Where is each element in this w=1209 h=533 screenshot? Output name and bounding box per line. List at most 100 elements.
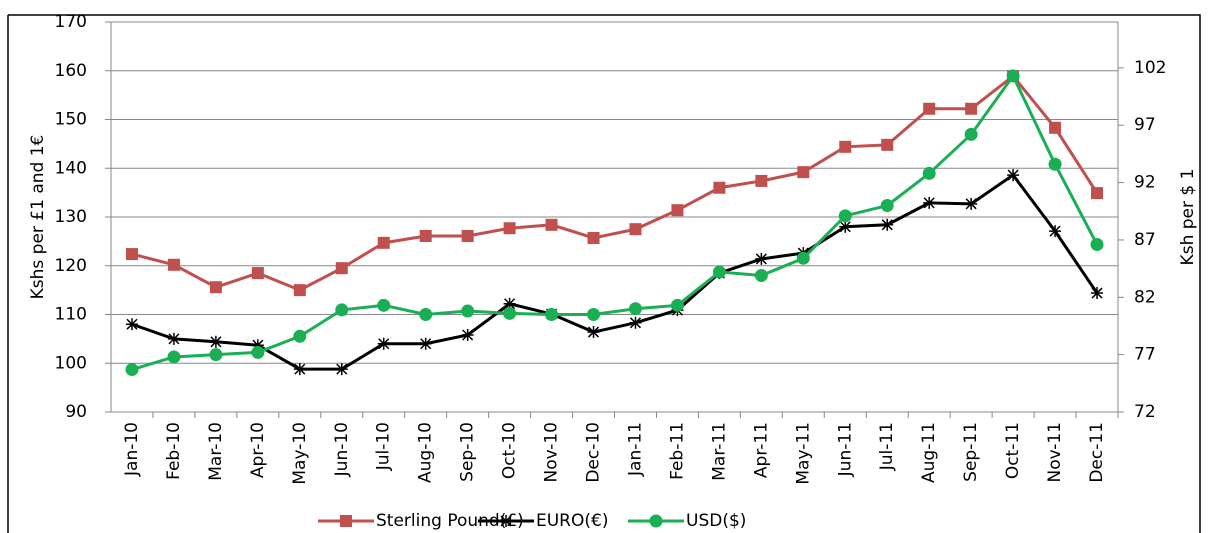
y2-tick-label: 77 xyxy=(1134,345,1156,365)
marker xyxy=(670,298,684,312)
marker xyxy=(796,251,810,265)
marker xyxy=(712,265,726,279)
marker xyxy=(293,363,306,376)
x-tick-label: Dec-10 xyxy=(584,422,604,483)
marker xyxy=(503,222,516,235)
marker xyxy=(167,258,180,271)
series-line xyxy=(131,72,1099,371)
series-line xyxy=(131,74,1099,292)
marker xyxy=(587,326,600,339)
marker xyxy=(125,318,138,331)
marker xyxy=(881,138,894,151)
marker xyxy=(251,267,264,280)
x-tick-label: May-10 xyxy=(290,422,310,485)
x-tick-label: Oct-11 xyxy=(1003,422,1023,479)
marker xyxy=(964,127,978,141)
marker xyxy=(125,248,138,261)
y-tick-label: 120 xyxy=(55,256,87,276)
marker xyxy=(1090,238,1104,252)
x-tick-label: Sep-10 xyxy=(458,422,478,482)
y-tick-label: 130 xyxy=(55,207,87,227)
marker xyxy=(167,332,180,345)
marker xyxy=(335,262,348,275)
x-tick-label: Jun-11 xyxy=(835,422,855,477)
y-tick-label: 100 xyxy=(55,353,87,373)
y2-axis-label: Ksh per $ 1 xyxy=(1178,169,1198,266)
x-tick-label: Nov-11 xyxy=(1045,422,1065,483)
y2-tick-label: 97 xyxy=(1134,115,1156,135)
marker xyxy=(671,204,684,217)
marker xyxy=(545,308,559,321)
legend-marker xyxy=(340,515,352,527)
marker xyxy=(293,284,306,297)
marker xyxy=(965,102,978,115)
x-tick-label: Aug-11 xyxy=(919,422,939,483)
marker xyxy=(461,304,475,318)
marker xyxy=(209,335,222,348)
marker xyxy=(839,220,852,233)
y-tick-label: 140 xyxy=(55,158,87,178)
x-tick-label: Apr-10 xyxy=(248,422,268,478)
marker xyxy=(377,298,391,312)
marker xyxy=(965,197,978,210)
marker xyxy=(839,140,852,153)
marker xyxy=(1091,287,1104,300)
x-tick-label: Jul-10 xyxy=(374,422,394,471)
marker xyxy=(754,269,768,282)
x-tick-label: May-11 xyxy=(793,422,813,485)
x-tick-label: Nov-10 xyxy=(542,422,562,483)
marker xyxy=(922,166,936,180)
marker xyxy=(377,236,390,249)
marker xyxy=(838,209,852,223)
marker xyxy=(419,337,432,350)
marker xyxy=(1006,69,1020,83)
marker xyxy=(1091,187,1104,200)
marker xyxy=(1048,157,1062,171)
marker xyxy=(755,174,768,187)
chart-border xyxy=(7,14,1201,533)
y2-tick-label: 72 xyxy=(1134,402,1156,422)
marker xyxy=(377,337,390,350)
marker xyxy=(880,199,894,213)
marker xyxy=(125,363,139,377)
x-tick-label: Mar-10 xyxy=(206,422,226,481)
x-tick-label: Aug-10 xyxy=(416,422,436,483)
legend-label: EURO(€) xyxy=(536,511,608,531)
marker xyxy=(881,218,894,231)
marker xyxy=(629,316,642,329)
y-tick-label: 160 xyxy=(55,61,87,81)
marker xyxy=(713,181,726,194)
y2-tick-label: 82 xyxy=(1134,287,1156,307)
legend-marker xyxy=(649,514,663,528)
marker xyxy=(629,223,642,236)
x-tick-label: Jan-10 xyxy=(122,422,142,477)
marker xyxy=(335,303,349,317)
marker xyxy=(1049,225,1062,238)
marker xyxy=(503,297,516,310)
x-tick-label: Jul-11 xyxy=(877,422,897,471)
marker xyxy=(628,302,642,316)
marker xyxy=(1007,169,1020,182)
marker xyxy=(167,350,181,364)
x-tick-label: Feb-10 xyxy=(164,422,184,480)
legend-label: USD($) xyxy=(686,511,746,531)
series-line xyxy=(131,173,1099,371)
marker xyxy=(923,196,936,209)
x-tick-label: Oct-10 xyxy=(500,422,520,479)
marker xyxy=(419,308,433,321)
marker xyxy=(545,218,558,231)
marker xyxy=(587,308,601,321)
y2-tick-label: 92 xyxy=(1134,173,1156,193)
marker xyxy=(461,230,474,243)
marker xyxy=(419,230,432,243)
y-axis-label: Kshs per £1 and 1€ xyxy=(28,135,48,300)
marker xyxy=(293,329,307,343)
marker xyxy=(923,102,936,115)
marker xyxy=(1049,121,1062,134)
y-tick-label: 110 xyxy=(55,305,87,325)
x-tick-label: Jan-11 xyxy=(625,422,645,477)
marker xyxy=(251,339,264,352)
marker xyxy=(251,345,265,359)
marker xyxy=(335,363,348,376)
legend-marker xyxy=(500,515,512,527)
